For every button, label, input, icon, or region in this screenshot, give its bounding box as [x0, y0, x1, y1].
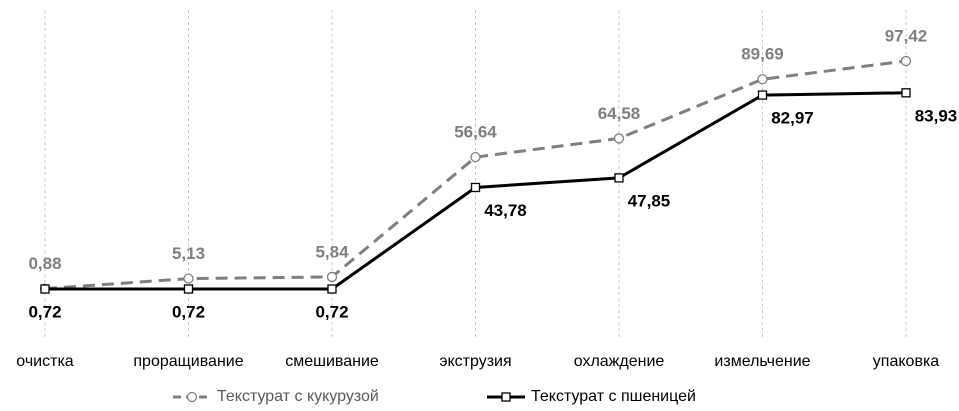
data-point [614, 173, 624, 183]
data-label: 56,64 [454, 123, 497, 142]
x-tick-label: проращивание [133, 353, 243, 370]
data-label: 0,72 [315, 302, 348, 321]
legend-label: Текстурат с пшеницей [531, 388, 696, 405]
data-point [901, 88, 911, 98]
data-label: 0,88 [28, 254, 61, 273]
data-label: 64,58 [598, 104, 641, 123]
data-label: 0,72 [28, 302, 61, 321]
x-tick-label: экструзия [439, 353, 511, 370]
data-point [327, 284, 337, 294]
x-tick-label: очистка [16, 353, 74, 370]
data-point [183, 273, 194, 284]
data-label: 82,97 [771, 109, 814, 128]
data-point [326, 271, 338, 283]
data-point [470, 182, 481, 193]
data-point [183, 284, 194, 294]
data-point [40, 284, 50, 294]
data-label: 5,13 [172, 244, 205, 263]
data-label: 5,84 [315, 242, 349, 261]
legend-label: Текстурат с кукурузой [217, 388, 379, 405]
x-tick-label: охлаждение [574, 353, 665, 370]
data-label: 0,72 [172, 302, 205, 321]
x-tick-label: измельчение [714, 353, 810, 370]
legend-marker [501, 392, 511, 402]
data-point [757, 90, 768, 100]
data-label: 97,42 [885, 26, 928, 45]
data-point [470, 152, 481, 163]
data-point [900, 55, 912, 67]
legend-marker [186, 391, 198, 403]
x-tick-label: упаковка [873, 353, 939, 370]
data-label: 89,69 [741, 45, 784, 64]
x-tick-label: смешивание [285, 353, 379, 370]
data-label: 47,85 [628, 191, 671, 210]
data-label: 83,93 [915, 106, 958, 125]
data-point [613, 133, 625, 144]
data-label: 43,78 [484, 201, 527, 220]
data-point [757, 74, 768, 85]
